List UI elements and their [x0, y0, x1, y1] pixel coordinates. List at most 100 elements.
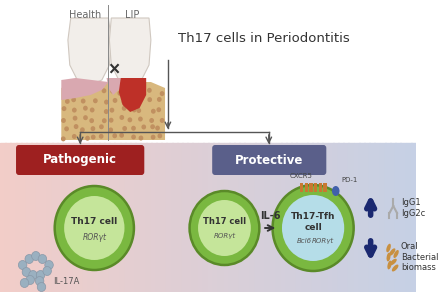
- Circle shape: [55, 186, 134, 270]
- Bar: [57, 143, 64, 292]
- Bar: [260, 143, 266, 292]
- Bar: [359, 143, 365, 292]
- Circle shape: [22, 267, 31, 277]
- Bar: [343, 143, 349, 292]
- Circle shape: [122, 126, 127, 131]
- Circle shape: [149, 118, 154, 123]
- Ellipse shape: [387, 253, 391, 261]
- Circle shape: [19, 260, 27, 270]
- Circle shape: [112, 98, 117, 103]
- Bar: [125, 143, 131, 292]
- Circle shape: [99, 134, 104, 139]
- Circle shape: [85, 136, 90, 141]
- Circle shape: [93, 98, 98, 103]
- Bar: [324, 183, 327, 192]
- Circle shape: [273, 185, 354, 271]
- Circle shape: [121, 99, 126, 105]
- Bar: [104, 143, 110, 292]
- Bar: [15, 143, 22, 292]
- Bar: [177, 143, 183, 292]
- Circle shape: [147, 88, 152, 93]
- Bar: [302, 143, 308, 292]
- Circle shape: [108, 127, 113, 133]
- Circle shape: [104, 100, 109, 105]
- Bar: [309, 183, 313, 192]
- Ellipse shape: [392, 265, 398, 272]
- Ellipse shape: [390, 259, 397, 265]
- Bar: [198, 143, 204, 292]
- Circle shape: [26, 275, 34, 284]
- Circle shape: [151, 109, 156, 114]
- Circle shape: [75, 88, 80, 93]
- Ellipse shape: [389, 248, 396, 256]
- Circle shape: [91, 135, 96, 140]
- Ellipse shape: [387, 261, 392, 270]
- Circle shape: [90, 126, 95, 131]
- Bar: [140, 143, 146, 292]
- Bar: [374, 143, 381, 292]
- Circle shape: [71, 97, 76, 102]
- Text: LIP: LIP: [125, 10, 139, 20]
- Circle shape: [129, 89, 133, 94]
- Bar: [234, 143, 240, 292]
- Bar: [296, 143, 303, 292]
- Bar: [314, 183, 318, 192]
- Circle shape: [157, 107, 161, 112]
- Text: CXCR5: CXCR5: [289, 173, 312, 179]
- Circle shape: [64, 196, 124, 260]
- Text: Th17 cell: Th17 cell: [71, 216, 117, 225]
- Bar: [208, 143, 214, 292]
- Bar: [348, 143, 355, 292]
- Circle shape: [72, 107, 77, 113]
- FancyBboxPatch shape: [212, 145, 326, 175]
- Circle shape: [37, 282, 46, 291]
- Bar: [276, 143, 282, 292]
- Bar: [114, 143, 120, 292]
- Bar: [78, 143, 84, 292]
- Bar: [0, 143, 6, 292]
- Bar: [305, 183, 308, 192]
- Bar: [62, 143, 68, 292]
- Circle shape: [64, 126, 69, 131]
- Bar: [400, 143, 407, 292]
- Circle shape: [73, 116, 78, 121]
- Text: IgG1
IgG2c: IgG1 IgG2c: [401, 198, 425, 218]
- Bar: [146, 143, 152, 292]
- Bar: [270, 143, 277, 292]
- Circle shape: [83, 115, 88, 120]
- Bar: [224, 143, 230, 292]
- Circle shape: [160, 118, 164, 123]
- Circle shape: [36, 270, 45, 279]
- Circle shape: [20, 279, 29, 288]
- Bar: [0, 143, 416, 292]
- Circle shape: [122, 106, 127, 111]
- Bar: [291, 143, 297, 292]
- Circle shape: [102, 118, 107, 123]
- Text: RORγt: RORγt: [82, 232, 106, 241]
- Bar: [390, 143, 396, 292]
- Text: Bcl6: Bcl6: [297, 238, 312, 244]
- Text: Th17 cells in Periodontitis: Th17 cells in Periodontitis: [178, 32, 350, 44]
- Bar: [333, 143, 339, 292]
- FancyBboxPatch shape: [16, 145, 144, 175]
- Circle shape: [74, 124, 78, 129]
- Circle shape: [61, 136, 66, 141]
- Bar: [52, 143, 58, 292]
- Circle shape: [109, 118, 113, 123]
- Bar: [406, 143, 411, 292]
- Bar: [130, 143, 136, 292]
- Bar: [300, 183, 303, 192]
- Circle shape: [80, 127, 85, 132]
- Circle shape: [117, 91, 122, 96]
- Bar: [319, 183, 322, 192]
- Circle shape: [157, 133, 162, 138]
- Bar: [31, 143, 37, 292]
- Bar: [135, 143, 141, 292]
- Bar: [0, 0, 416, 143]
- Circle shape: [32, 251, 40, 260]
- Ellipse shape: [332, 186, 340, 196]
- Bar: [239, 143, 245, 292]
- Bar: [322, 143, 329, 292]
- Circle shape: [45, 260, 53, 270]
- Bar: [354, 143, 360, 292]
